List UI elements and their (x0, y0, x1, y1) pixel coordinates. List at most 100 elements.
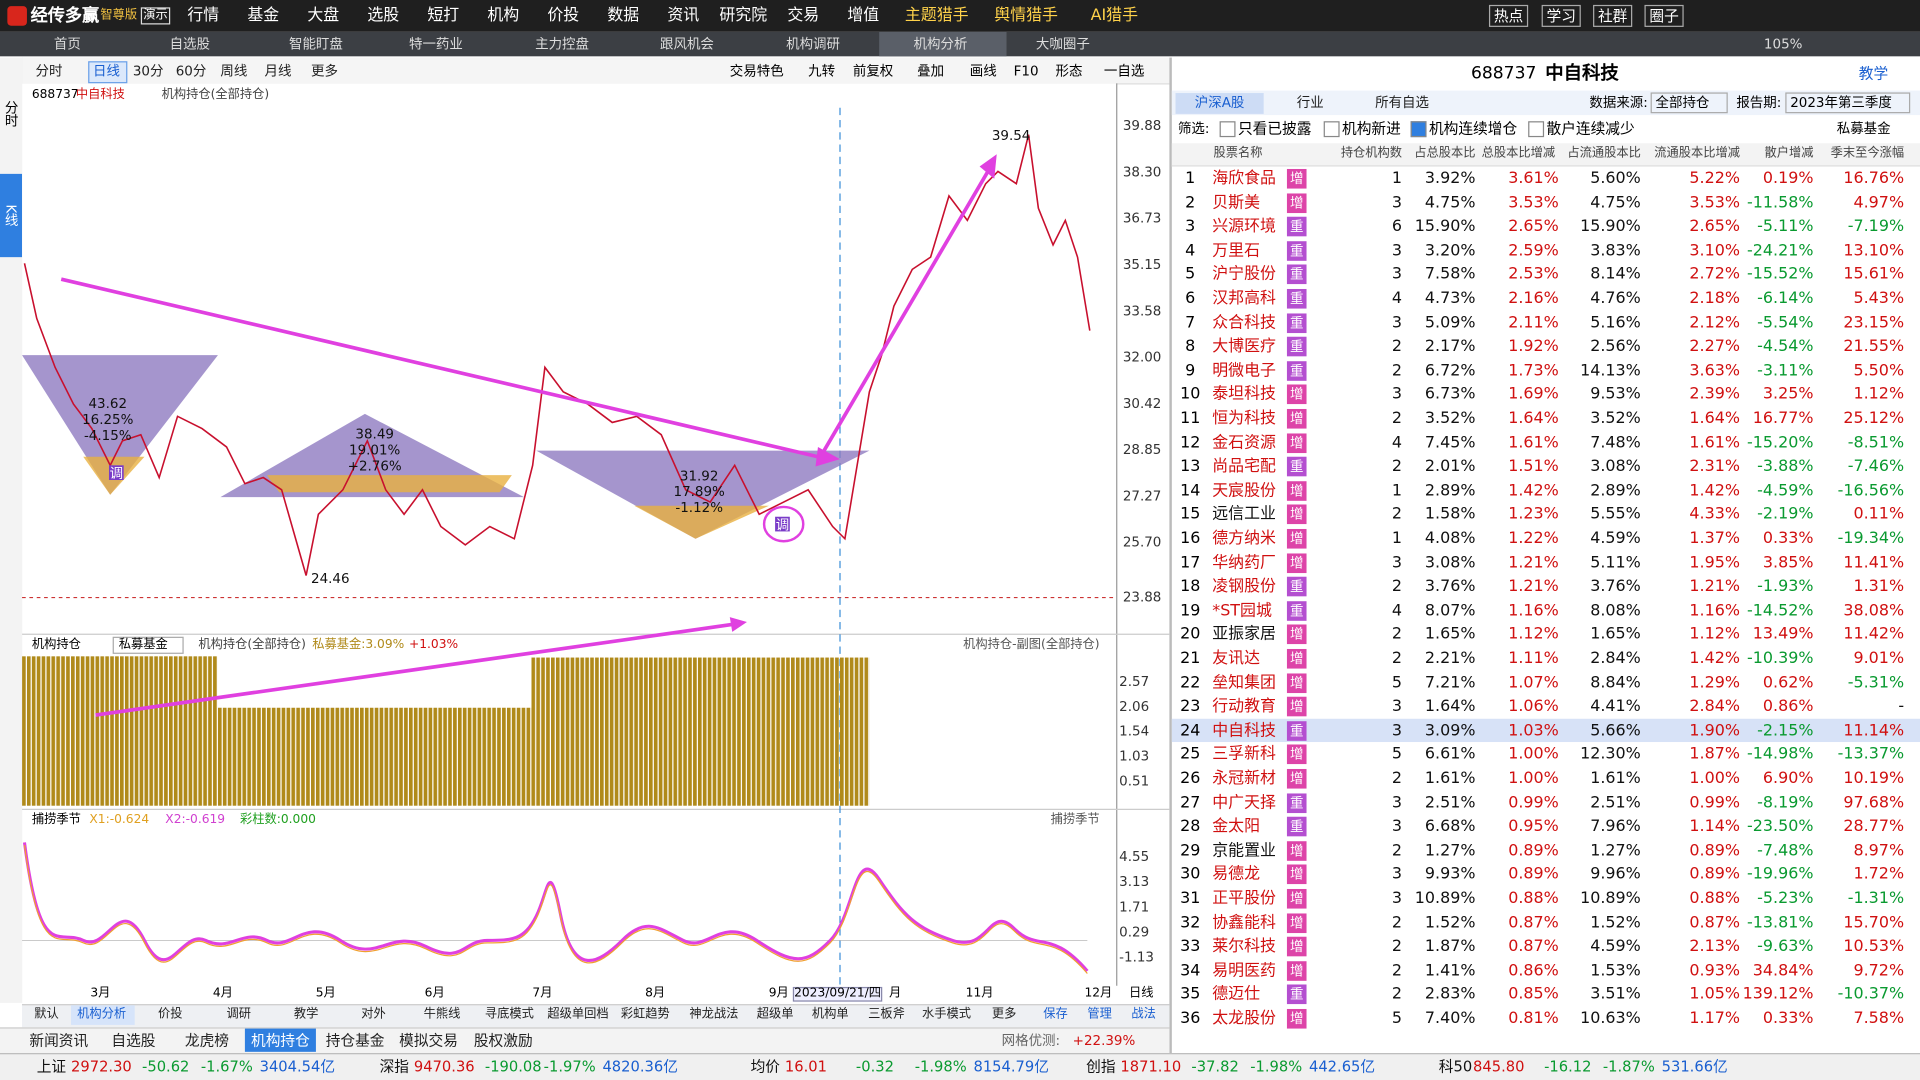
stock-name[interactable]: 友讯达 (1212, 649, 1261, 668)
bottom-tab[interactable]: 寻底模式 (484, 1007, 534, 1022)
stock-name[interactable]: 尚品宅配 (1212, 457, 1276, 476)
bottom-tab[interactable]: 神龙战法 (689, 1007, 739, 1022)
side-tab[interactable]: 分时 (3, 100, 19, 128)
menu-button[interactable]: 圈子 (1644, 4, 1684, 27)
stock-name[interactable]: 金石资源 (1212, 433, 1276, 452)
bottom-tab[interactable]: 管理 (1087, 1007, 1112, 1022)
side-tab[interactable]: K线 (3, 204, 19, 227)
nav-item[interactable]: 龙虎榜 (184, 1032, 229, 1050)
menu-item[interactable]: 选股 (367, 6, 400, 26)
bottom-tab[interactable]: 三板斧 (868, 1007, 905, 1022)
tab[interactable]: 跟风机会 (660, 36, 714, 53)
tab[interactable]: 机构调研 (786, 36, 840, 53)
stock-name[interactable]: 太龙股份 (1212, 1009, 1276, 1028)
tab[interactable]: 机构分析 (913, 36, 968, 53)
toolbar-item[interactable]: F10 (1013, 63, 1039, 79)
stock-name[interactable]: 兴源环境 (1212, 217, 1276, 236)
menu-item[interactable]: 研究院 (719, 6, 768, 26)
bottom-tab[interactable]: 战法 (1131, 1007, 1156, 1022)
stock-name[interactable]: 大博医疗 (1212, 337, 1276, 356)
filter-label[interactable]: 机构连续增仓 (1428, 120, 1518, 138)
toolbar-item[interactable]: 交易特色 (729, 63, 784, 79)
filter-label[interactable]: 散户连续减少 (1546, 120, 1635, 138)
stock-name[interactable]: 三孚新科 (1212, 745, 1276, 764)
stock-name[interactable]: 易德龙 (1212, 865, 1261, 884)
menu-item[interactable]: 价投 (547, 6, 580, 26)
toolbar-item[interactable]: 一自选 (1103, 63, 1145, 79)
menu-item[interactable]: 增值 (847, 6, 880, 26)
stock-name[interactable]: 沪宁股份 (1212, 265, 1276, 284)
menu-button[interactable]: 学习 (1541, 4, 1581, 27)
nav-item[interactable]: 自选股 (111, 1032, 156, 1050)
stock-name[interactable]: 行动教育 (1212, 697, 1276, 716)
stock-name[interactable]: 金太阳 (1212, 817, 1261, 836)
column-header[interactable]: 季末至今涨幅 (1830, 146, 1905, 161)
stock-name[interactable]: 德方纳米 (1212, 529, 1276, 548)
help-link[interactable]: 教学 (1858, 64, 1889, 83)
column-header[interactable]: 持仓机构数 (1340, 146, 1403, 161)
bottom-tab[interactable]: 彩虹趋势 (620, 1007, 670, 1022)
menu-item[interactable]: 机构 (487, 6, 520, 26)
period-select[interactable]: 2023年第三季度 (1785, 92, 1911, 114)
column-header[interactable]: 股票名称 (1213, 146, 1263, 161)
stock-name[interactable]: 天宸股份 (1212, 481, 1276, 500)
column-header[interactable]: 流通股本比增减 (1654, 146, 1740, 161)
stock-name[interactable]: 汉邦高科 (1212, 289, 1276, 308)
stock-name[interactable]: 易明医药 (1212, 961, 1276, 980)
fund-select[interactable]: 私募基金 (1836, 120, 1891, 137)
stock-name[interactable]: 凌钢股份 (1212, 577, 1276, 596)
tab[interactable]: 特一药业 (408, 36, 463, 53)
stock-name[interactable]: 京能置业 (1212, 841, 1276, 860)
bottom-tab[interactable]: 机构分析 (77, 1007, 127, 1022)
toolbar-item[interactable]: 月线 (264, 63, 292, 79)
bottom-tab[interactable]: 超级单 (756, 1007, 794, 1022)
tab[interactable]: 大咖圈子 (1035, 36, 1090, 53)
stock-name[interactable]: 远信工业 (1212, 505, 1276, 524)
bottom-tab[interactable]: 对外 (361, 1007, 386, 1022)
bottom-tab[interactable]: 超级单回档 (547, 1007, 609, 1022)
checkbox[interactable] (1219, 121, 1236, 138)
menu-button[interactable]: 热点 (1488, 4, 1529, 27)
stock-name[interactable]: 众合科技 (1212, 313, 1276, 332)
menu-item[interactable]: 交易 (787, 6, 820, 26)
column-header[interactable]: 占流通股本比 (1567, 146, 1641, 161)
stock-name[interactable]: 华纳药厂 (1212, 553, 1276, 572)
stock-name[interactable]: 明微电子 (1212, 361, 1276, 380)
nav-item[interactable]: 新闻资讯 (29, 1032, 89, 1050)
toolbar-item[interactable]: 更多 (311, 63, 338, 79)
bottom-tab[interactable]: 保存 (1043, 1007, 1068, 1022)
menu-item[interactable]: 主题猎手 (904, 6, 969, 26)
stock-name[interactable]: 万里石 (1212, 241, 1261, 260)
stock-name[interactable]: 正平股份 (1212, 889, 1276, 908)
menu-button[interactable]: 社群 (1593, 4, 1633, 27)
menu-item[interactable]: 短打 (427, 6, 460, 26)
bottom-tab[interactable]: 调研 (226, 1007, 252, 1022)
bottom-tab[interactable]: 价投 (157, 1007, 183, 1022)
bottom-tab[interactable]: 更多 (991, 1007, 1017, 1022)
toolbar-item[interactable]: 分时 (35, 63, 63, 79)
filter-label[interactable]: 机构新进 (1342, 120, 1401, 138)
sub-select[interactable]: 私募基金 (112, 636, 184, 654)
toolbar-item[interactable]: 前复权 (852, 63, 894, 79)
nav-item[interactable]: 股权激励 (473, 1032, 533, 1050)
bottom-tab[interactable]: 牛熊线 (423, 1007, 461, 1022)
panel-tab[interactable]: 所有自选 (1375, 94, 1429, 111)
toolbar-item[interactable]: 九转 (808, 63, 836, 79)
bottom-tab[interactable]: 教学 (293, 1007, 319, 1022)
bottom-tab[interactable]: 水手模式 (922, 1007, 972, 1022)
checkbox[interactable] (1323, 121, 1340, 138)
column-header[interactable]: 总股本比增减 (1481, 146, 1556, 161)
stock-name[interactable]: 永冠新材 (1212, 769, 1276, 788)
stock-name[interactable]: 海欣食品 (1212, 169, 1276, 188)
checkbox[interactable] (1410, 121, 1427, 138)
panel-tab[interactable]: 行业 (1296, 94, 1324, 111)
column-header[interactable]: 占总股本比 (1414, 146, 1476, 161)
panel-tab[interactable]: 沪深A股 (1194, 94, 1245, 111)
stock-name[interactable]: 恒为科技 (1212, 409, 1276, 428)
column-header[interactable]: 散户增减 (1764, 146, 1814, 161)
stock-name[interactable]: 亚振家居 (1212, 625, 1276, 644)
menu-item[interactable]: AI猎手 (1090, 6, 1139, 26)
nav-item[interactable]: 模拟交易 (399, 1032, 458, 1050)
toolbar-item[interactable]: 60分 (175, 63, 207, 79)
stock-name[interactable]: 协鑫能科 (1212, 913, 1276, 932)
